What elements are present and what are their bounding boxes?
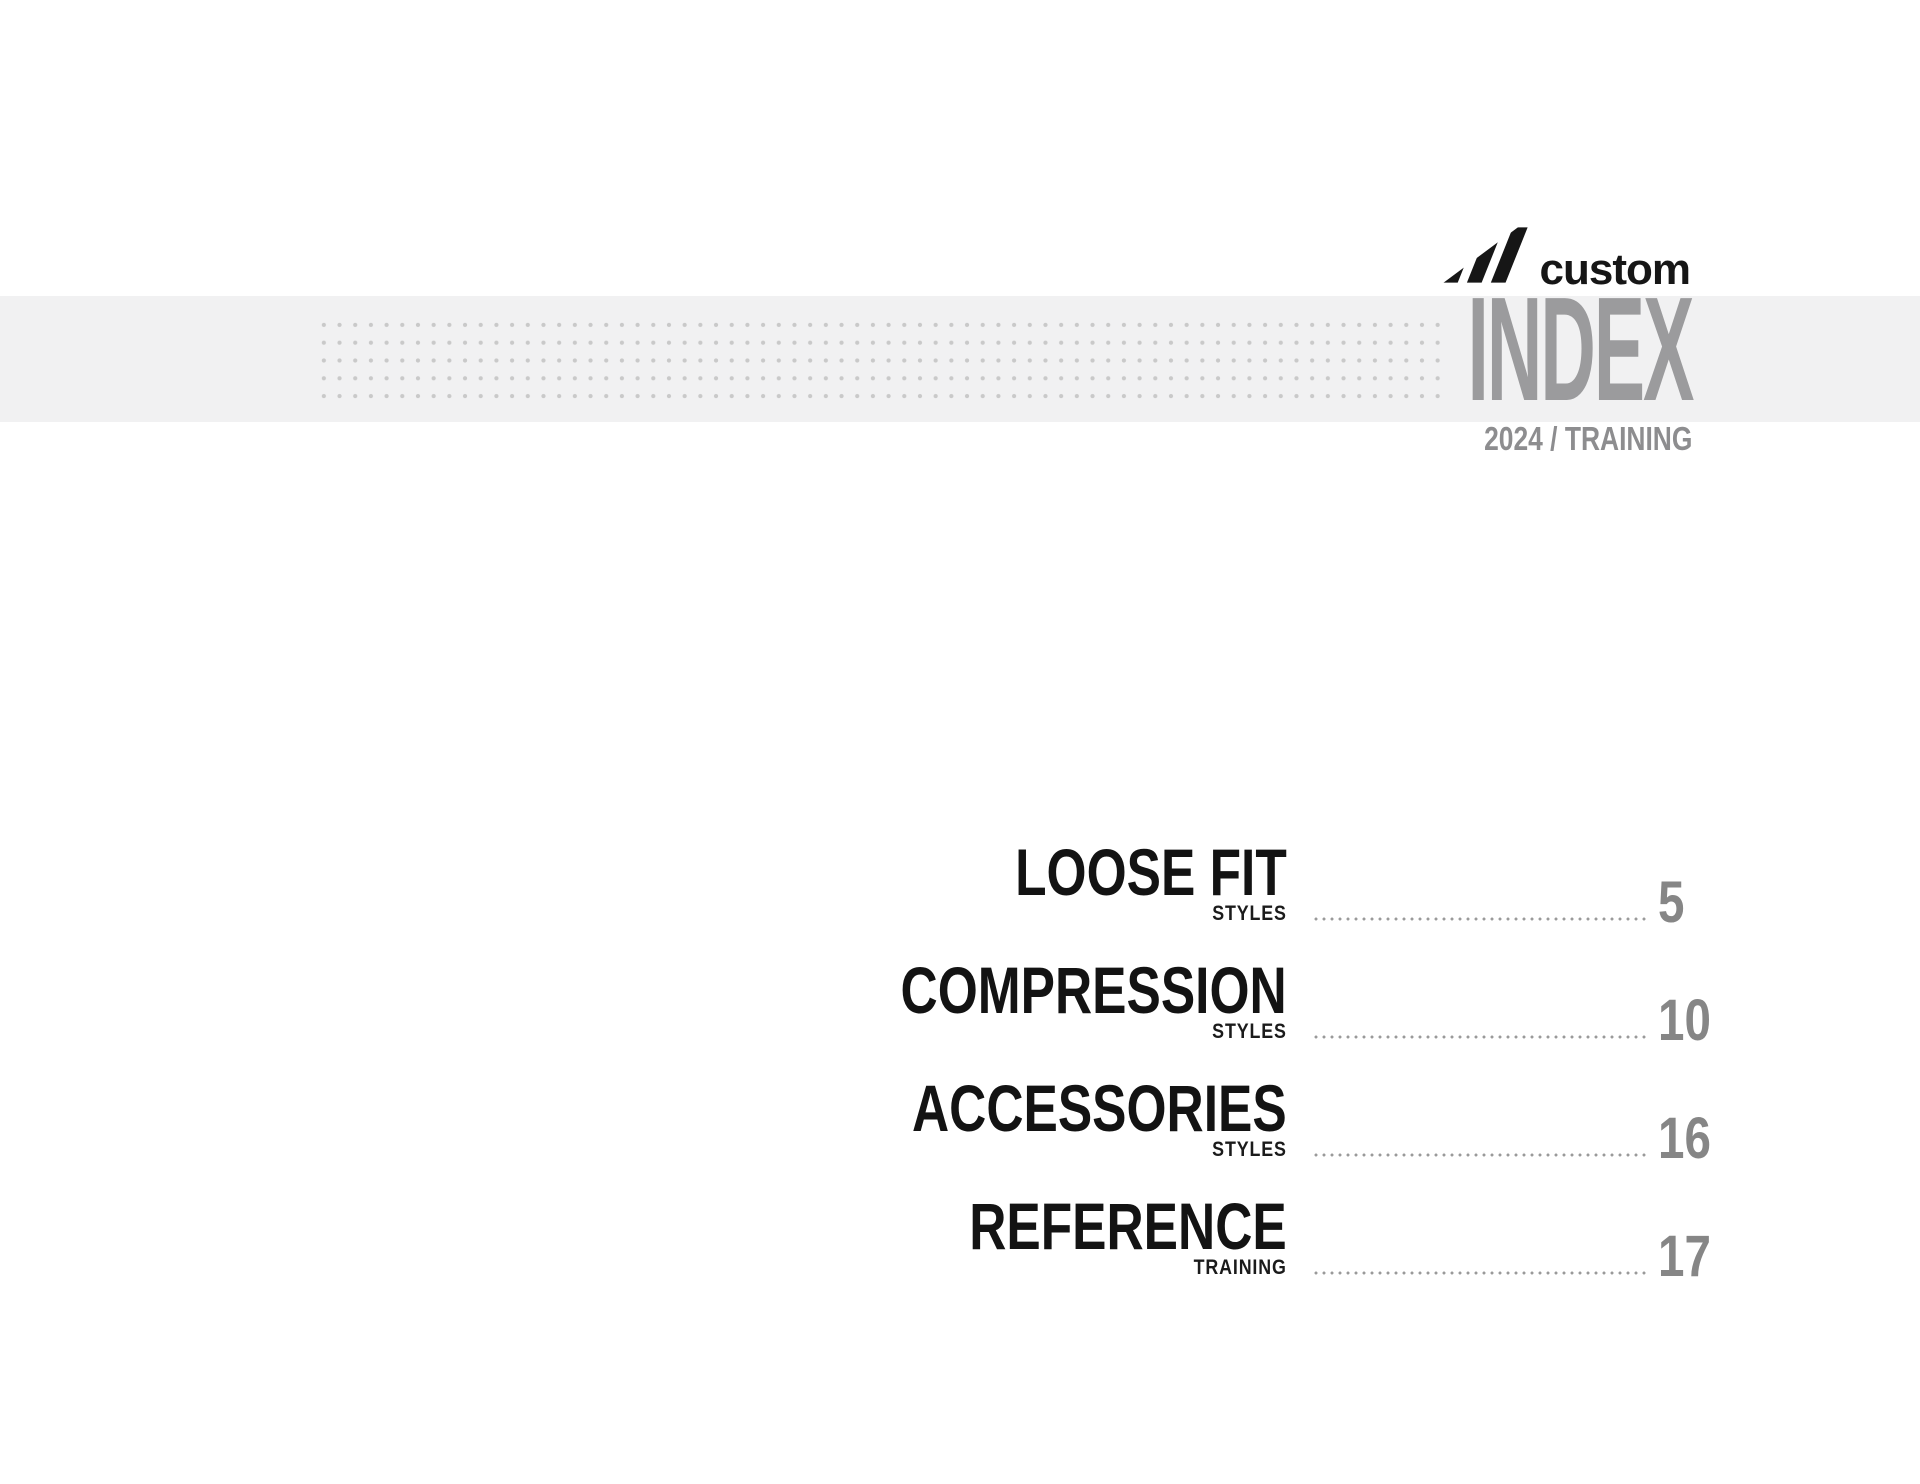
- brand-wordmark: custom: [1539, 245, 1691, 294]
- toc-entry-subtitle: STYLES: [1212, 902, 1287, 925]
- dotted-leader: [1311, 917, 1647, 921]
- dotted-leader: [1311, 1153, 1646, 1157]
- toc-row-reference[interactable]: REFERENCE TRAINING 17: [700, 1189, 1720, 1289]
- toc-row-compression[interactable]: COMPRESSION STYLES 10: [700, 953, 1720, 1053]
- brand-block: custom: [1442, 227, 1691, 292]
- toc-page-number: 10: [1658, 988, 1711, 1053]
- toc-entry-title: REFERENCE: [969, 1189, 1287, 1263]
- toc-entry-titles: LOOSE FIT STYLES: [700, 835, 1287, 928]
- dotted-leader: [1311, 1271, 1646, 1275]
- adidas-logo-icon: [1442, 227, 1535, 283]
- toc-entry-subtitle: STYLES: [1212, 1138, 1287, 1161]
- toc-entry-subtitle: STYLES: [1212, 1020, 1287, 1043]
- toc-page-number: 16: [1658, 1106, 1711, 1171]
- dotted-leader: [1311, 1035, 1646, 1039]
- toc-entry-title: ACCESSORIES: [911, 1071, 1287, 1145]
- table-of-contents: LOOSE FIT STYLES 5 COMPRESSION STYLES 10…: [700, 835, 1720, 1317]
- dot-pattern: [316, 316, 1442, 405]
- toc-entry-subtitle: TRAINING: [1193, 1256, 1287, 1279]
- page-subtitle: 2024 / TRAINING: [1483, 420, 1692, 457]
- toc-entry-titles: REFERENCE TRAINING: [700, 1189, 1287, 1282]
- toc-entry-title: COMPRESSION: [900, 953, 1287, 1027]
- toc-page-number: 17: [1658, 1224, 1711, 1289]
- toc-entry-title: LOOSE FIT: [1015, 835, 1287, 909]
- toc-row-loose-fit[interactable]: LOOSE FIT STYLES 5: [700, 835, 1720, 935]
- toc-row-accessories[interactable]: ACCESSORIES STYLES 16: [700, 1071, 1720, 1171]
- toc-page-number: 5: [1658, 870, 1685, 935]
- page-title: INDEX: [1467, 267, 1694, 432]
- toc-entry-titles: COMPRESSION STYLES: [700, 953, 1287, 1046]
- toc-entry-titles: ACCESSORIES STYLES: [700, 1071, 1287, 1164]
